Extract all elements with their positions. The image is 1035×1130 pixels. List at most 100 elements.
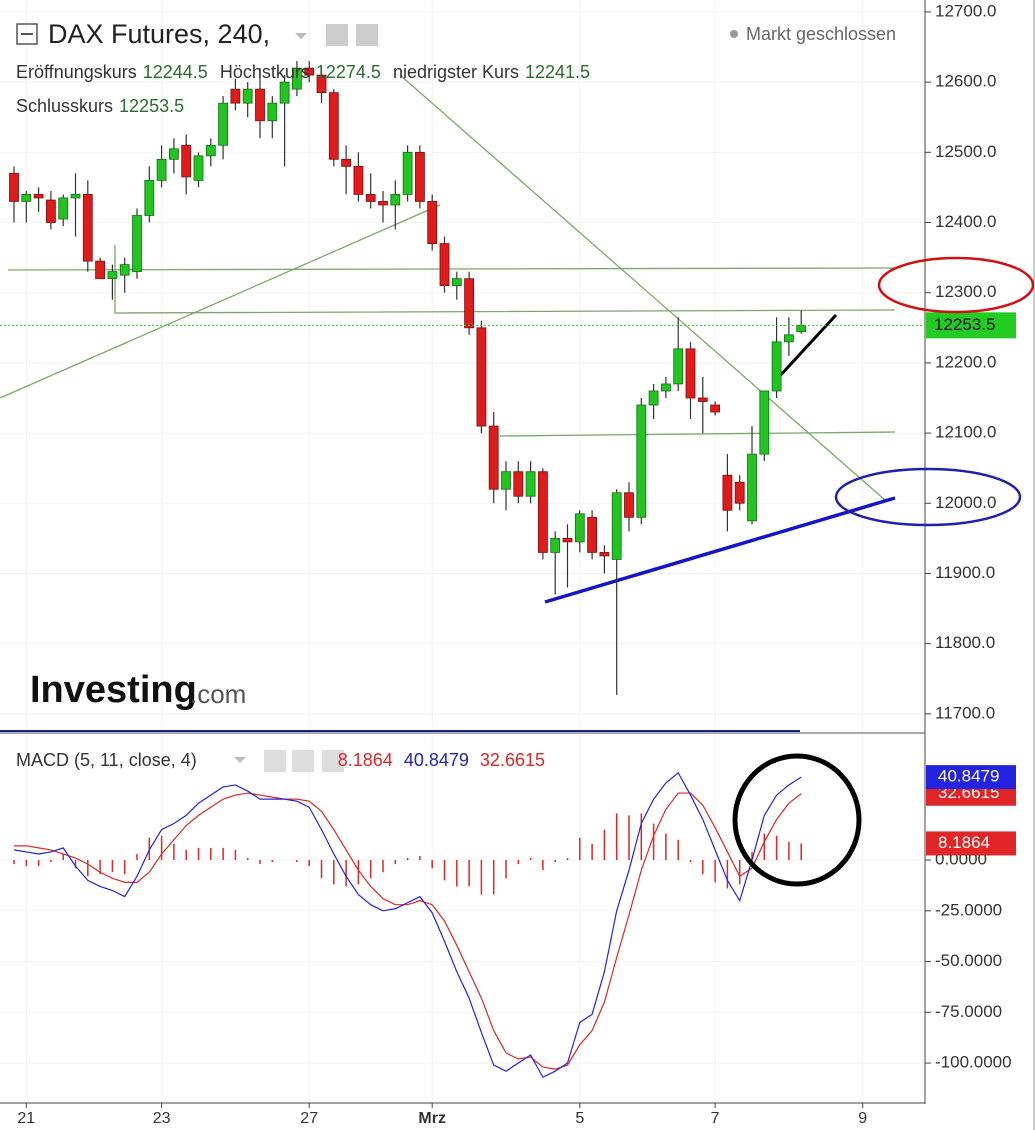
candle-body (796, 324, 807, 333)
candle-body (673, 348, 684, 385)
ohlc-row: Schlusskurs 12253.5 (16, 96, 196, 117)
candle-body (414, 151, 425, 202)
candle-body (476, 327, 487, 427)
candle-body (636, 404, 647, 518)
highlight-ellipse (834, 467, 1022, 527)
candle-body (488, 425, 499, 490)
candle-body (242, 88, 253, 104)
histogram-tag (926, 831, 1016, 856)
macd-tag-label: 40.8479 (938, 767, 999, 786)
x-tick-label: 5 (575, 1110, 584, 1127)
macd-legend: MACD (5, 11, close, 4) 8.1864 40.8479 32… (16, 750, 545, 771)
candle-body (771, 341, 782, 392)
candle-body (747, 453, 757, 522)
candle-body (624, 492, 634, 518)
ohlc-label: Eröffnungskurs (16, 62, 137, 82)
candle-body (230, 88, 241, 104)
candle-body (279, 81, 290, 104)
y-tick-label: 12600.0 (935, 72, 996, 91)
candle-body (538, 471, 548, 553)
y-tick-label: 12500.0 (935, 142, 996, 161)
close-icon[interactable] (322, 750, 344, 772)
candle-body (587, 516, 597, 553)
candle-body (562, 537, 573, 543)
candle-body (70, 194, 81, 199)
candle-body (439, 243, 450, 287)
chart-title: DAX Futures, 240, (48, 19, 271, 49)
histogram-tag-label: 8.1864 (938, 833, 990, 852)
x-tick-label: 7 (711, 1110, 720, 1127)
collapse-icon[interactable] (16, 23, 38, 45)
candle-body (427, 201, 438, 244)
candle-body (550, 537, 561, 553)
ohlc-value: 12274.5 (315, 62, 381, 82)
candle-body (205, 144, 216, 157)
y-tick-label: 12700.0 (935, 1, 996, 20)
candle-body (144, 179, 155, 216)
candle-body (525, 471, 536, 497)
candle-body (734, 481, 745, 504)
trend-line (0, 204, 441, 399)
plot: 11700.0 11800.0 11900.0 12000.0 12100.0 12200… (0, 1, 1016, 1127)
candle-body (291, 67, 302, 90)
dropdown-icon[interactable] (234, 757, 246, 763)
candle-body (341, 158, 352, 167)
x-tick-label: 21 (17, 1110, 35, 1127)
candle-body (599, 552, 610, 557)
candle-body (722, 474, 733, 511)
y-tick-label: -100.0000 (935, 1053, 1012, 1072)
candle-body (181, 144, 192, 178)
x-tick-label: 9 (858, 1110, 867, 1127)
grid (0, 0, 925, 1103)
dropdown-icon[interactable] (295, 33, 307, 39)
candle-body (451, 278, 462, 287)
eye-icon[interactable] (326, 24, 348, 46)
ohlc-label: niedrigster Kurs (392, 62, 519, 82)
candle-body (193, 155, 204, 181)
histogram-value: 8.1864 (337, 750, 393, 770)
ohlc-value: 12241.5 (525, 62, 591, 82)
candle-body (353, 165, 364, 195)
trend-line (399, 74, 886, 501)
candle-body (316, 74, 327, 94)
y-tick-label: 12100.0 (935, 423, 996, 442)
candle-body (574, 513, 585, 543)
trend-line (499, 431, 896, 437)
y-tick-label: 12200.0 (935, 352, 996, 371)
candle-body (9, 172, 19, 202)
signal-value: 32.6615 (479, 750, 545, 770)
y-tick-label: 11700.0 (935, 703, 995, 722)
ohlc-value: 12244.5 (142, 62, 208, 82)
x-tick-label: Mrz (418, 1110, 446, 1127)
eye-icon[interactable] (264, 750, 286, 772)
ohlc-row: Eröffnungskurs 12244.5 Höchstkurs 12274.5 ni… (16, 62, 602, 83)
candle-body (365, 194, 376, 202)
candle-body (648, 390, 659, 406)
candle-body (759, 390, 770, 455)
market-status: Markt geschlossen (746, 24, 897, 44)
watermark-suffix: .com (190, 679, 246, 709)
x-tick-label: 27 (300, 1110, 318, 1127)
candle-body (82, 194, 93, 262)
settings-icon[interactable] (292, 750, 314, 772)
highlight-ellipse (877, 256, 1035, 314)
last-price-tag (926, 312, 1016, 339)
status-dot (730, 30, 738, 38)
y-tick-label: 12400.0 (935, 212, 996, 231)
candle-body (611, 492, 622, 560)
candle-body (267, 102, 278, 122)
candle-body (46, 199, 56, 223)
candle-body (710, 404, 720, 413)
trend-lines (0, 74, 896, 501)
candle-body (95, 260, 105, 280)
trend-line (7, 267, 896, 271)
last-price-label: 12253.5 (934, 315, 995, 334)
settings-icon[interactable] (356, 24, 378, 46)
candle-body (784, 334, 794, 343)
candle-body (21, 194, 32, 202)
candle-body (501, 471, 511, 490)
candle-body (218, 102, 229, 146)
candle-body (33, 194, 44, 199)
